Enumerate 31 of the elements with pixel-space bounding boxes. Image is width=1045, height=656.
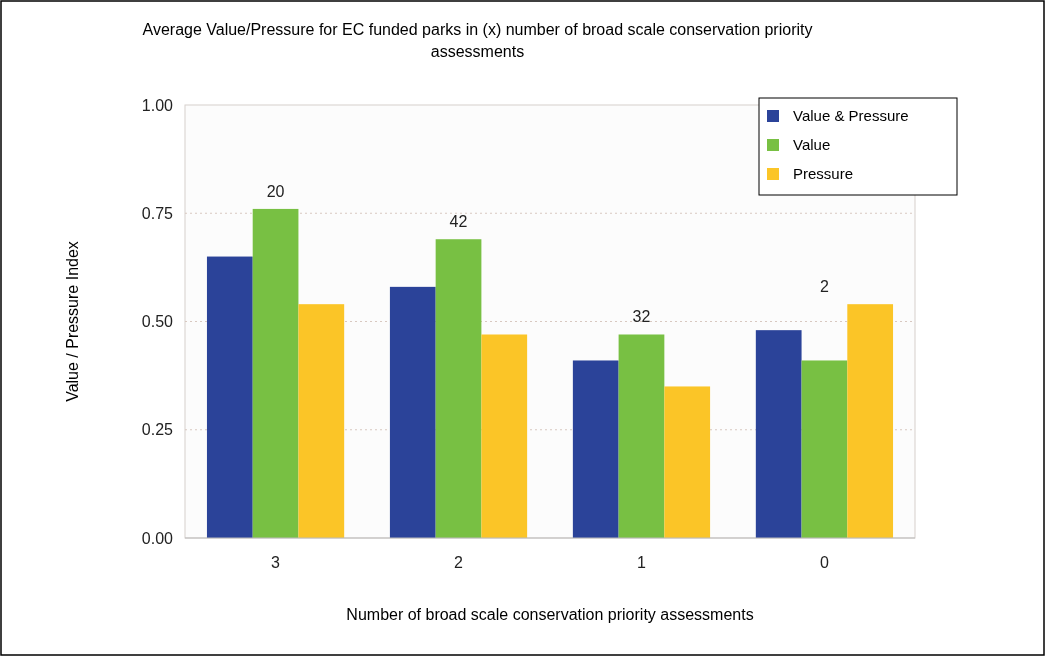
y-tick-label: 0.25: [141, 421, 174, 439]
bar: [664, 386, 711, 538]
annotation: 42: [449, 212, 468, 230]
annotation: 2: [819, 277, 829, 295]
bar: [298, 304, 345, 538]
y-tick-label: 0.75: [141, 204, 174, 222]
x-tick-label: 2: [454, 554, 464, 571]
bar: [252, 208, 299, 538]
y-tick-label: 0.50: [141, 313, 174, 331]
bar: [481, 334, 528, 538]
bar: [847, 304, 894, 538]
legend-label: Pressure: [793, 165, 854, 183]
y-tick-label: 0.00: [141, 529, 174, 547]
bar: [618, 334, 665, 538]
bar: [801, 360, 848, 538]
bar: [572, 360, 619, 538]
y-tick-label: 1.00: [141, 96, 174, 114]
annotation: 32: [632, 308, 651, 326]
chart-title: Average Value/Pressure for EC funded parks in (x) number of broad scale conservation priority assessments: [142, 21, 813, 60]
x-axis-title: Number of broad scale conservation priority assessments: [346, 606, 754, 623]
y-axis-title: Value / Pressure Index: [64, 241, 81, 402]
bar: [435, 239, 482, 538]
bar: [755, 330, 802, 538]
x-tick-label: 1: [637, 554, 647, 571]
legend-label: Value: [793, 136, 831, 154]
x-tick-label: 0: [819, 554, 829, 571]
x-tick-label: 3: [271, 554, 281, 571]
annotation: 20: [266, 182, 285, 200]
bar: [389, 286, 436, 538]
bar: [206, 256, 253, 538]
legend-label: Value & Pressure: [793, 107, 909, 125]
